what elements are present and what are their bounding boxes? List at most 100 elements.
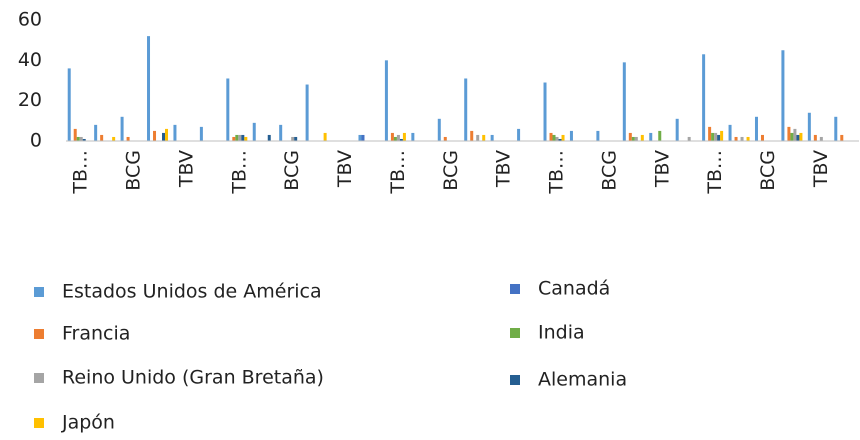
bar xyxy=(402,132,406,141)
bar xyxy=(834,116,838,141)
bar xyxy=(173,124,177,141)
legend-label: Reino Unido (Gran Bretaña) xyxy=(62,367,324,389)
bar xyxy=(796,134,800,141)
bar xyxy=(793,128,797,141)
bar xyxy=(543,82,547,141)
bar xyxy=(252,122,256,141)
bar xyxy=(552,134,556,141)
y-tick-label: 0 xyxy=(30,130,42,152)
bar xyxy=(73,128,77,141)
legend-label: Francia xyxy=(62,323,130,345)
bar xyxy=(294,136,298,141)
legend-label: Japón xyxy=(61,412,115,434)
bar xyxy=(702,54,706,141)
bar xyxy=(720,130,724,141)
bar xyxy=(226,78,230,141)
x-tick-label: BCG xyxy=(440,150,462,191)
bar xyxy=(813,134,817,141)
bar xyxy=(393,136,397,141)
bar xyxy=(79,136,83,141)
bar xyxy=(631,136,635,141)
bar xyxy=(361,134,365,141)
bar xyxy=(153,130,157,141)
bar xyxy=(807,112,811,141)
bar xyxy=(126,136,130,141)
legend-label: India xyxy=(538,322,585,344)
bar xyxy=(640,134,644,141)
bar xyxy=(740,136,744,141)
bar xyxy=(232,136,236,141)
x-tick-label: BCG xyxy=(757,150,779,191)
bar xyxy=(746,136,750,141)
bar xyxy=(396,134,400,141)
bar xyxy=(112,136,116,141)
bar xyxy=(555,136,559,141)
bar xyxy=(267,134,271,141)
x-tick-label: TBV xyxy=(175,150,197,188)
bar xyxy=(482,134,486,141)
bar xyxy=(549,132,553,141)
y-tick-label: 60 xyxy=(18,9,42,31)
x-tick-label: TBV xyxy=(651,150,673,188)
bar xyxy=(490,134,494,141)
bar xyxy=(94,124,98,141)
bar xyxy=(840,134,844,141)
bar xyxy=(714,132,718,141)
bar xyxy=(790,132,794,141)
legend-swatch xyxy=(510,284,520,294)
bar xyxy=(658,130,662,141)
bar xyxy=(760,134,764,141)
bar xyxy=(305,84,309,141)
bar xyxy=(76,136,80,141)
bar xyxy=(787,126,791,141)
x-tick-label: TB… xyxy=(228,150,250,195)
legend-swatch xyxy=(510,375,520,385)
bar xyxy=(437,118,441,141)
bar xyxy=(67,68,71,141)
bar xyxy=(517,128,521,141)
bar xyxy=(799,132,803,141)
y-tick-label: 40 xyxy=(18,49,42,71)
bar xyxy=(561,134,565,141)
bar xyxy=(476,134,480,141)
x-tick-label: TBV xyxy=(334,150,356,188)
bar xyxy=(819,136,823,141)
bar xyxy=(470,130,474,141)
bar xyxy=(100,134,104,141)
bar xyxy=(241,134,245,141)
bar xyxy=(147,36,151,142)
legend-swatch xyxy=(34,373,44,383)
legend-label: Canadá xyxy=(538,278,610,300)
bar xyxy=(358,134,362,141)
bar xyxy=(291,136,295,141)
legend-swatch xyxy=(34,418,44,428)
x-tick-label: TBV xyxy=(493,150,515,188)
bar xyxy=(558,138,562,141)
bar xyxy=(734,136,738,141)
x-tick-label: TB… xyxy=(387,150,409,195)
legend-swatch xyxy=(34,287,44,297)
y-tick-label: 20 xyxy=(18,89,42,111)
bar xyxy=(399,138,403,141)
x-tick-label: BCG xyxy=(123,150,145,191)
bar xyxy=(464,78,468,141)
bar xyxy=(711,132,715,141)
bar xyxy=(162,132,166,141)
bar xyxy=(569,130,573,141)
bar xyxy=(244,136,248,141)
bar xyxy=(120,116,124,141)
bar xyxy=(238,134,242,141)
bar xyxy=(596,130,600,141)
x-tick-label: TB… xyxy=(704,150,726,195)
bar xyxy=(199,126,203,141)
x-tick-label: TB… xyxy=(70,150,92,195)
bar xyxy=(390,132,394,141)
bar xyxy=(411,132,415,141)
bar xyxy=(649,132,653,141)
bar xyxy=(622,62,626,141)
legend-swatch xyxy=(510,328,520,338)
bar xyxy=(717,134,721,141)
bar xyxy=(728,124,732,141)
bar xyxy=(754,116,758,141)
